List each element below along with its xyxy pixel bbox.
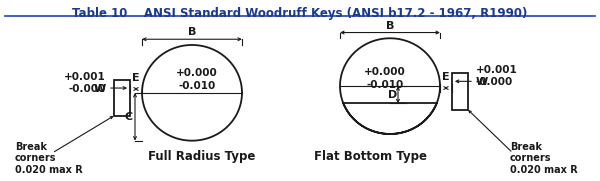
Text: Flat Bottom Type: Flat Bottom Type (314, 150, 427, 163)
Text: +0.000
-0.010: +0.000 -0.010 (176, 68, 218, 91)
Text: B: B (188, 27, 196, 37)
Text: +0.001
-0.000: +0.001 -0.000 (64, 72, 106, 94)
Text: E: E (132, 73, 140, 83)
Text: W: W (476, 77, 488, 87)
Text: Break
corners
0.020 max R: Break corners 0.020 max R (15, 142, 83, 175)
Text: Full Radius Type: Full Radius Type (148, 150, 256, 163)
Text: Table 10    ANSI Standard Woodruff Keys (ANSI b17.2 - 1967, R1990): Table 10 ANSI Standard Woodruff Keys (AN… (73, 7, 527, 20)
Text: D: D (388, 90, 397, 100)
Text: B: B (386, 21, 394, 31)
Text: Break
corners
0.020 max R: Break corners 0.020 max R (510, 142, 578, 175)
Text: +0.001
-0.000: +0.001 -0.000 (476, 65, 518, 87)
Text: W: W (94, 84, 106, 94)
Text: E: E (442, 72, 450, 82)
Bar (114, 80, 130, 116)
Bar (452, 73, 468, 110)
Text: C: C (125, 112, 133, 122)
Text: +0.000
-0.010: +0.000 -0.010 (364, 67, 406, 90)
